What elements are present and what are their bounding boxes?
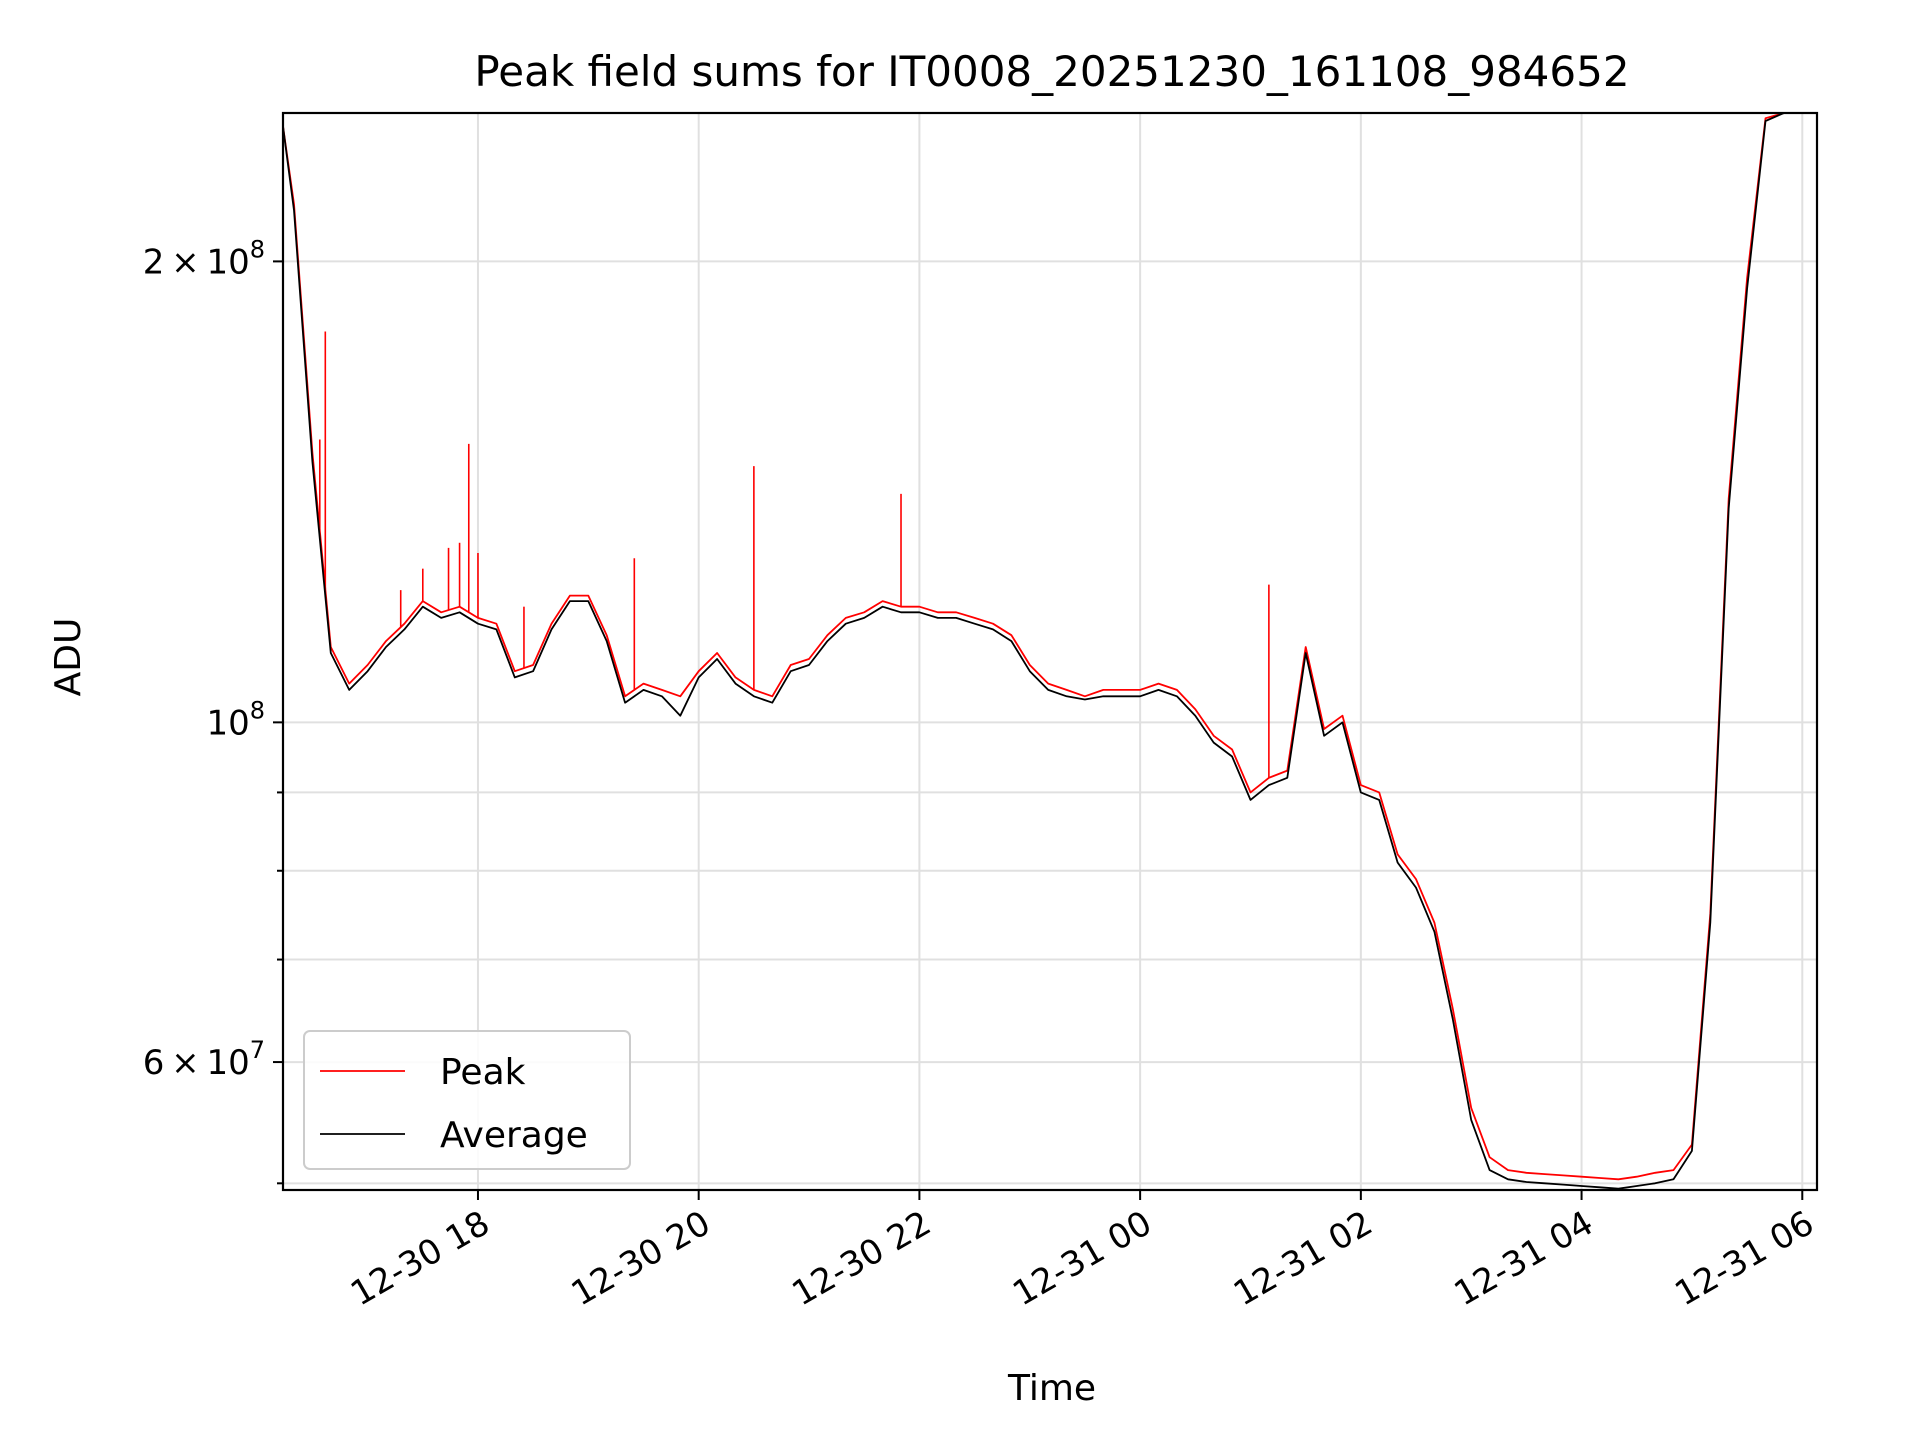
x-axis: 12-30 18 12-30 20 12-30 22 12-31 00 12-31 02… [344, 1190, 1821, 1314]
plot-frame [281, 111, 1819, 1192]
series-group [283, 113, 1799, 1190]
legend-label-average: Average [440, 1115, 588, 1156]
series-average-line [283, 113, 1799, 1190]
x-axis-label: Time [1007, 1368, 1096, 1409]
x-tick-label: 12-30 18 [344, 1203, 496, 1314]
series-peak-line [283, 113, 1799, 1181]
y-tick-label: 2 × 108 [143, 235, 265, 282]
plot-area [283, 113, 1799, 1190]
x-tick-label: 12-30 20 [565, 1203, 717, 1314]
x-tick-label: 12-31 04 [1448, 1203, 1600, 1314]
y-tick-label: 108 [206, 696, 265, 743]
y-axis: 6 × 107 108 2 × 108 [143, 235, 283, 1185]
x-tick-label: 12-30 22 [786, 1203, 938, 1314]
x-tick-label: 12-31 02 [1227, 1203, 1379, 1314]
y-tick-label: 6 × 107 [143, 1036, 265, 1083]
x-tick-label: 12-31 06 [1668, 1203, 1820, 1314]
x-tick-label: 12-31 00 [1006, 1203, 1158, 1314]
legend-label-peak: Peak [440, 1052, 526, 1093]
legend: Peak Average [303, 1030, 631, 1170]
y-axis-label: ADU [48, 618, 89, 697]
chart-title: Peak field sums for IT0008_20251230_1611… [474, 47, 1629, 96]
grid [283, 113, 1817, 1190]
